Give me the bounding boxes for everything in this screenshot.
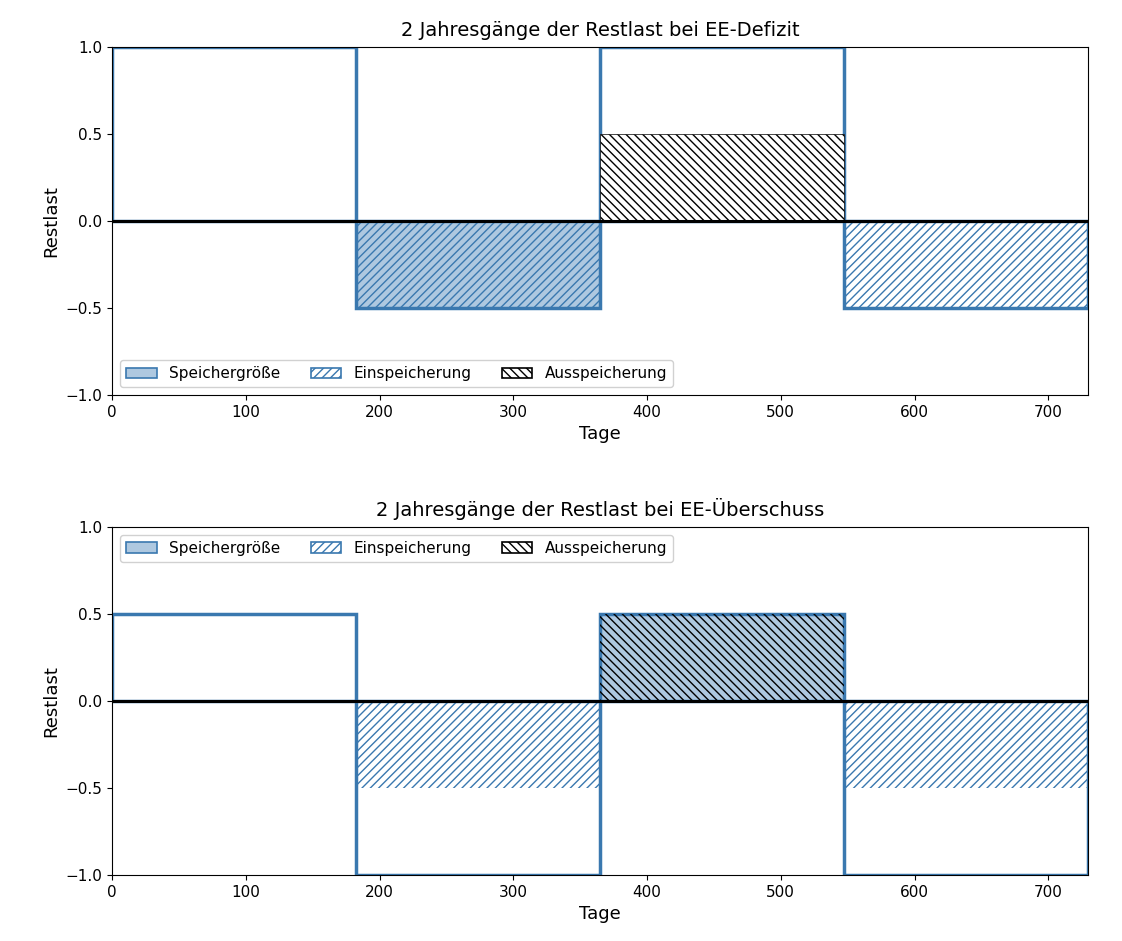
X-axis label: Tage: Tage bbox=[579, 905, 622, 923]
Bar bbox=[600, 614, 844, 701]
Bar bbox=[844, 701, 1088, 875]
Bar bbox=[356, 221, 600, 308]
Bar bbox=[356, 701, 600, 789]
Legend: Speichergröße, Einspeicherung, Ausspeicherung: Speichergröße, Einspeicherung, Ausspeich… bbox=[120, 534, 673, 562]
Bar bbox=[112, 614, 356, 701]
Title: 2 Jahresgänge der Restlast bei EE-Defizit: 2 Jahresgänge der Restlast bei EE-Defizi… bbox=[401, 21, 800, 40]
Bar bbox=[844, 221, 1088, 308]
Y-axis label: Restlast: Restlast bbox=[42, 665, 61, 737]
Bar bbox=[600, 47, 844, 221]
Bar bbox=[600, 134, 844, 221]
Bar bbox=[600, 614, 844, 701]
Y-axis label: Restlast: Restlast bbox=[42, 185, 61, 257]
Bar bbox=[356, 221, 600, 308]
Title: 2 Jahresgänge der Restlast bei EE-Überschuss: 2 Jahresgänge der Restlast bei EE-Übersc… bbox=[376, 498, 825, 520]
X-axis label: Tage: Tage bbox=[579, 425, 622, 443]
Bar bbox=[844, 701, 1088, 789]
Bar bbox=[356, 701, 600, 875]
Bar bbox=[112, 47, 356, 221]
Legend: Speichergröße, Einspeicherung, Ausspeicherung: Speichergröße, Einspeicherung, Ausspeich… bbox=[120, 360, 673, 388]
Bar bbox=[844, 221, 1088, 308]
